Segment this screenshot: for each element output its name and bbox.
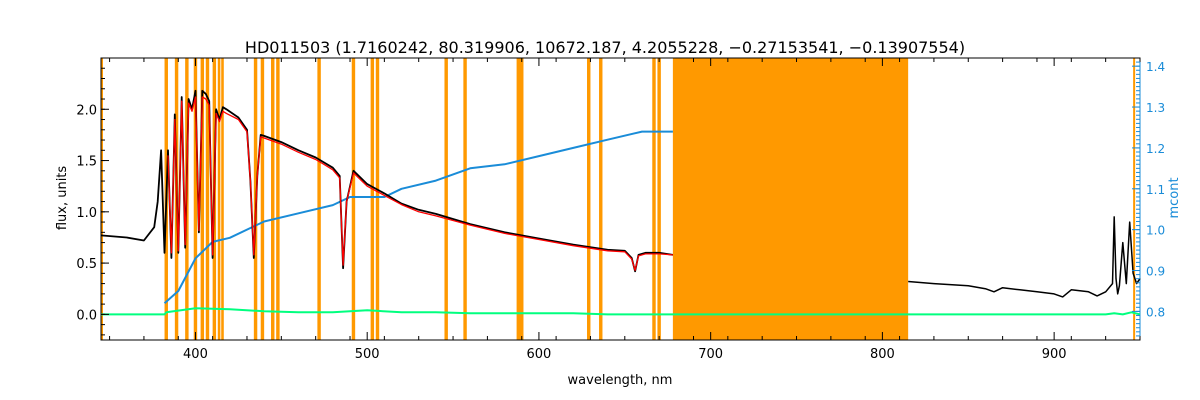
axis-frame <box>100 57 1141 341</box>
y2-tick-label-1.1: 1.1 <box>1146 183 1165 197</box>
observed-spectrum-red-line <box>908 216 1141 298</box>
x-tick-label-900: 900 <box>1042 347 1067 362</box>
x-tick-label-400: 400 <box>183 347 208 362</box>
masked-region-17 <box>375 58 380 340</box>
y-tick-label-1: 1.0 <box>76 206 97 221</box>
y2-axis-title: mcont <box>1167 177 1182 218</box>
masked-region-24 <box>657 58 661 340</box>
axis-ticks: 400 500 600 700 800 900 0.0 0.5 1.0 1.5 2.0 0.8 0.9 1… <box>76 58 1165 362</box>
masked-region-22 <box>599 58 603 340</box>
masked-region-6 <box>205 58 210 340</box>
masked-region-23 <box>652 58 656 340</box>
chart-title: HD011503 (1.7160242, 80.319906, 10672.18… <box>245 38 965 57</box>
masked-region-16 <box>370 58 375 340</box>
masked-region-25 <box>672 58 909 340</box>
x-tick-label-600: 600 <box>527 347 552 362</box>
x-tick-label-500: 500 <box>355 347 380 362</box>
masked-region-9 <box>221 58 224 340</box>
residual-line <box>101 307 1141 316</box>
x-tick-label-700: 700 <box>698 347 723 362</box>
masked-region-26 <box>1133 58 1136 340</box>
continuum-line <box>163 130 673 304</box>
y-tick-label-2: 2.0 <box>76 103 97 118</box>
masked-region-4 <box>193 58 198 340</box>
masked-region-11 <box>260 58 265 340</box>
y-tick-label-1.5: 1.5 <box>76 155 97 170</box>
y2-tick-label-1.3: 1.3 <box>1146 101 1165 115</box>
masked-region-5 <box>200 58 205 340</box>
masked-region-12 <box>271 58 275 340</box>
y2-tick-label-1.4: 1.4 <box>1146 60 1165 74</box>
masked-region-8 <box>217 58 221 340</box>
y2-tick-label-1: 1.0 <box>1146 224 1165 238</box>
masked-region-13 <box>276 58 280 340</box>
masked-region-19 <box>463 58 467 340</box>
series-group <box>100 89 1141 316</box>
y2-tick-label-1.2: 1.2 <box>1146 142 1165 156</box>
masked-regions <box>101 58 1136 340</box>
y-axis-title: flux, units <box>55 166 70 231</box>
masked-region-18 <box>444 58 448 340</box>
masked-region-21 <box>587 58 591 340</box>
x-axis-title: wavelength, nm <box>568 373 673 388</box>
masked-region-20 <box>516 58 524 340</box>
y-tick-label-0.5: 0.5 <box>76 257 97 272</box>
masked-region-15 <box>351 58 356 340</box>
y2-tick-label-0.9: 0.9 <box>1146 265 1165 279</box>
masked-region-0 <box>101 58 103 340</box>
model-spectrum-line <box>167 96 673 271</box>
y2-tick-label-0.8: 0.8 <box>1146 305 1165 319</box>
x-tick-label-800: 800 <box>870 347 895 362</box>
y-tick-label-0: 0.0 <box>76 308 97 323</box>
masked-region-14 <box>317 58 321 340</box>
